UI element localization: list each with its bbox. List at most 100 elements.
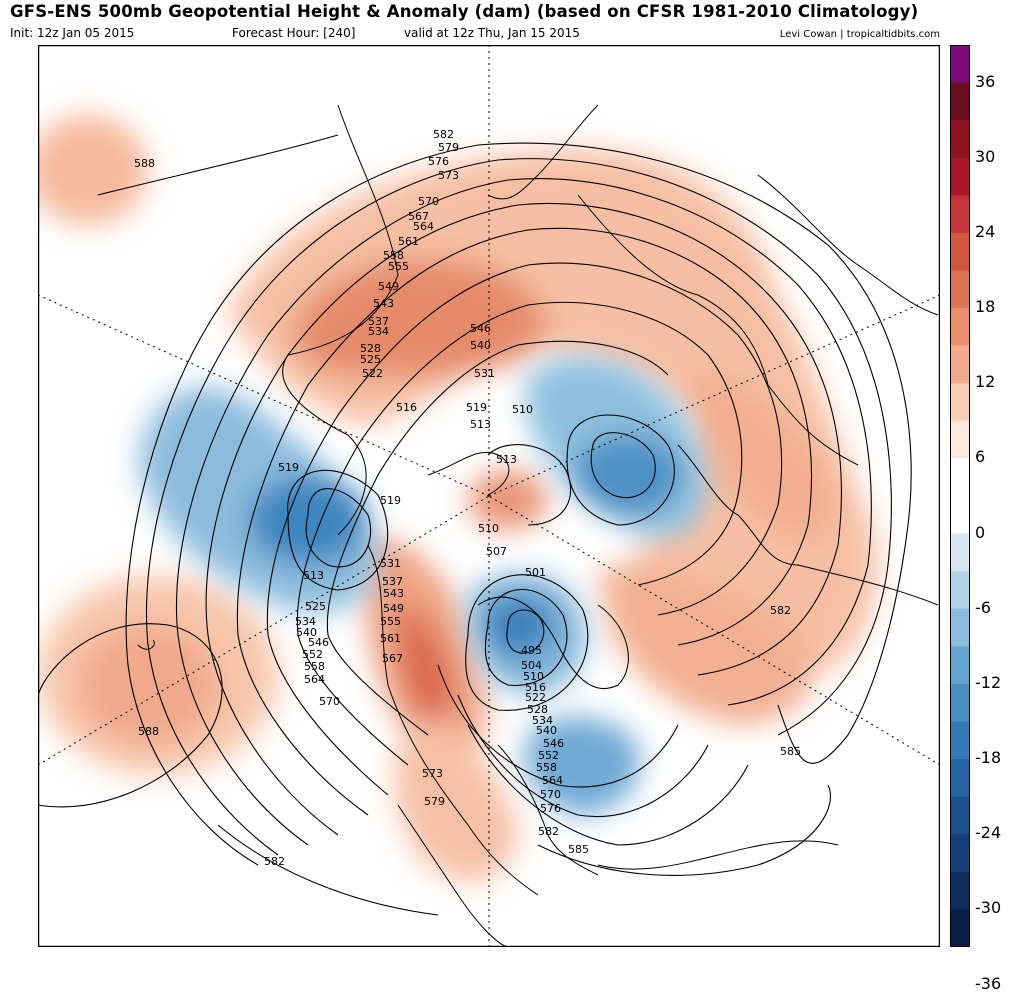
svg-text:564: 564 xyxy=(304,673,325,686)
svg-text:549: 549 xyxy=(383,602,404,615)
colorbar-segment xyxy=(950,383,970,422)
height-contours xyxy=(38,134,912,916)
valid-time: valid at 12z Thu, Jan 15 2015 xyxy=(404,26,580,40)
colorbar-segment xyxy=(950,345,970,384)
polar-map: 582 579 576 573 570 567 564 561 558 555 … xyxy=(38,45,940,947)
colorbar-segment xyxy=(950,420,970,459)
svg-text:573: 573 xyxy=(422,767,443,780)
svg-text:543: 543 xyxy=(373,297,394,310)
svg-text:582: 582 xyxy=(538,825,559,838)
svg-text:525: 525 xyxy=(360,353,381,366)
colorbar xyxy=(950,45,970,947)
svg-text:579: 579 xyxy=(438,141,459,154)
colorbar-tick-label: -30 xyxy=(975,898,1002,918)
svg-text:585: 585 xyxy=(780,745,801,758)
svg-text:510: 510 xyxy=(523,670,544,683)
svg-text:561: 561 xyxy=(380,632,401,645)
svg-text:579: 579 xyxy=(424,795,445,808)
svg-text:510: 510 xyxy=(512,403,533,416)
svg-text:570: 570 xyxy=(540,788,561,801)
svg-text:513: 513 xyxy=(470,418,491,431)
colorbar-tick-label: -12 xyxy=(975,672,1002,692)
colorbar-segment xyxy=(950,157,970,196)
colorbar-tick-label: 6 xyxy=(975,447,986,467)
colorbar-segment xyxy=(950,909,970,947)
colorbar-segment xyxy=(950,45,970,84)
colorbar-tick-label: 0 xyxy=(975,522,986,542)
svg-text:558: 558 xyxy=(304,660,325,673)
svg-text:513: 513 xyxy=(303,569,324,582)
svg-text:564: 564 xyxy=(413,220,434,233)
colorbar-tick-label: -36 xyxy=(975,973,1002,993)
svg-text:555: 555 xyxy=(388,260,409,273)
svg-text:585: 585 xyxy=(568,843,589,856)
colorbar-segment xyxy=(950,270,970,309)
svg-text:582: 582 xyxy=(264,855,285,868)
svg-text:576: 576 xyxy=(428,155,449,168)
svg-text:582: 582 xyxy=(770,604,791,617)
colorbar-segment xyxy=(950,120,970,159)
svg-text:558: 558 xyxy=(536,761,557,774)
svg-text:555: 555 xyxy=(380,615,401,628)
colorbar-segment xyxy=(950,82,970,121)
svg-text:537: 537 xyxy=(368,315,389,328)
svg-text:549: 549 xyxy=(378,280,399,293)
colorbar-segment xyxy=(950,759,970,798)
svg-text:522: 522 xyxy=(362,367,383,380)
svg-text:519: 519 xyxy=(278,461,299,474)
svg-text:516: 516 xyxy=(525,681,546,694)
svg-text:564: 564 xyxy=(542,774,563,787)
svg-text:516: 516 xyxy=(396,401,417,414)
colorbar-tick-label: -24 xyxy=(975,823,1002,843)
svg-text:570: 570 xyxy=(418,195,439,208)
svg-text:540: 540 xyxy=(536,724,557,737)
contour-labels: 582 579 576 573 570 567 564 561 558 555 … xyxy=(134,128,801,868)
svg-text:528: 528 xyxy=(360,342,381,355)
svg-text:540: 540 xyxy=(470,339,491,352)
colorbar-tick-label: 12 xyxy=(975,372,996,392)
colorbar-segment xyxy=(950,871,970,910)
colorbar-segment xyxy=(950,608,970,647)
colorbar-segment xyxy=(950,683,970,722)
colorbar-segment xyxy=(950,308,970,347)
colorbar-segment xyxy=(950,458,970,497)
colorbar-segment xyxy=(950,721,970,760)
svg-text:510: 510 xyxy=(478,522,499,535)
colorbar-segment xyxy=(950,796,970,835)
coastlines xyxy=(137,104,939,947)
svg-text:552: 552 xyxy=(538,749,559,762)
svg-text:588: 588 xyxy=(138,725,159,738)
svg-text:534: 534 xyxy=(295,615,316,628)
chart-title: GFS-ENS 500mb Geopotential Height & Anom… xyxy=(10,2,919,21)
svg-text:531: 531 xyxy=(380,557,401,570)
svg-text:573: 573 xyxy=(438,169,459,182)
svg-text:567: 567 xyxy=(382,652,403,665)
colorbar-segment xyxy=(950,646,970,685)
svg-text:540: 540 xyxy=(296,626,317,639)
svg-text:552: 552 xyxy=(302,648,323,661)
colorbar-segment xyxy=(950,496,970,535)
svg-text:576: 576 xyxy=(540,802,561,815)
colorbar-segment xyxy=(950,232,970,271)
forecast-hour: Forecast Hour: [240] xyxy=(232,26,356,40)
svg-text:525: 525 xyxy=(305,600,326,613)
svg-text:546: 546 xyxy=(308,636,329,649)
colorbar-segment xyxy=(950,533,970,572)
svg-text:501: 501 xyxy=(525,566,546,579)
svg-text:519: 519 xyxy=(466,401,487,414)
svg-text:567: 567 xyxy=(408,210,429,223)
svg-text:588: 588 xyxy=(134,157,155,170)
svg-text:528: 528 xyxy=(527,703,548,716)
colorbar-tick-label: 36 xyxy=(975,71,996,91)
svg-text:534: 534 xyxy=(368,325,389,338)
svg-text:537: 537 xyxy=(382,575,403,588)
colorbar-segment xyxy=(950,571,970,610)
svg-text:507: 507 xyxy=(486,545,507,558)
svg-text:543: 543 xyxy=(383,587,404,600)
svg-text:504: 504 xyxy=(521,659,542,672)
svg-text:546: 546 xyxy=(543,737,564,750)
svg-text:558: 558 xyxy=(383,249,404,262)
svg-text:570: 570 xyxy=(319,695,340,708)
svg-text:519: 519 xyxy=(380,494,401,507)
svg-text:531: 531 xyxy=(474,367,495,380)
